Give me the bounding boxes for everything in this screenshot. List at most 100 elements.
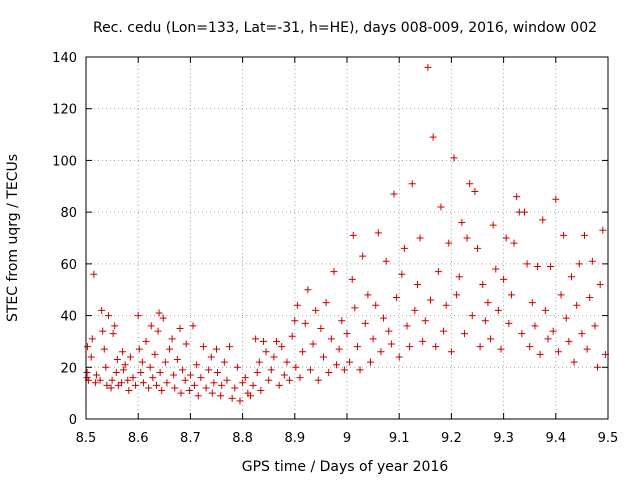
data-point <box>494 306 502 314</box>
data-point <box>299 348 307 356</box>
data-point <box>479 281 487 289</box>
data-point <box>325 368 333 376</box>
data-point <box>231 384 239 392</box>
y-tick-label: 0 <box>69 413 77 428</box>
data-point <box>197 374 205 382</box>
data-point <box>554 348 562 356</box>
data-point <box>145 384 153 392</box>
data-point <box>445 239 453 247</box>
data-point <box>398 270 406 278</box>
data-point <box>90 270 98 278</box>
data-point <box>487 335 495 343</box>
data-point <box>335 345 343 353</box>
data-point <box>528 299 536 307</box>
data-point <box>591 322 599 330</box>
data-point <box>349 231 357 239</box>
data-point <box>361 319 369 327</box>
data-point <box>351 304 359 312</box>
data-point <box>265 376 273 384</box>
data-point <box>108 376 116 384</box>
data-point <box>91 379 99 387</box>
data-point <box>424 63 432 71</box>
data-point <box>255 358 263 366</box>
data-point <box>309 340 317 348</box>
data-point <box>267 366 275 374</box>
data-point <box>432 343 440 351</box>
data-point <box>510 239 518 247</box>
data-point <box>408 180 416 188</box>
data-point <box>292 363 300 371</box>
data-point <box>520 208 528 216</box>
data-point <box>88 335 96 343</box>
data-point <box>338 317 346 325</box>
data-point <box>505 319 513 327</box>
data-point <box>406 343 414 351</box>
data-point <box>246 392 254 400</box>
data-point <box>416 234 424 242</box>
data-point <box>374 229 382 237</box>
data-point <box>447 348 455 356</box>
data-point <box>366 358 374 366</box>
data-point <box>500 275 508 283</box>
data-point <box>257 387 265 395</box>
data-point <box>205 366 213 374</box>
data-point <box>466 180 474 188</box>
data-point <box>380 314 388 322</box>
data-point <box>135 345 143 353</box>
data-point <box>226 343 234 351</box>
data-point <box>253 368 261 376</box>
data-point <box>158 387 166 395</box>
chart-title: Rec. cedu (Lon=133, Lat=-31, h=HE), days… <box>93 20 597 36</box>
data-point <box>463 234 471 242</box>
x-tick-label: 9.4 <box>545 431 566 446</box>
data-point <box>434 268 442 276</box>
data-point <box>385 327 393 335</box>
data-point <box>241 374 249 382</box>
data-point <box>181 376 189 384</box>
data-point <box>249 381 257 389</box>
data-point <box>322 299 330 307</box>
data-point <box>481 317 489 325</box>
x-tick-label: 8.6 <box>128 431 149 446</box>
data-point <box>104 312 112 320</box>
data-point <box>560 231 568 239</box>
data-point <box>92 371 100 379</box>
data-point <box>233 363 241 371</box>
data-point <box>586 293 594 301</box>
y-tick-label: 100 <box>52 154 77 169</box>
data-point <box>121 361 129 369</box>
x-tick-label: 8.5 <box>76 431 97 446</box>
data-point <box>492 265 500 273</box>
data-point <box>173 356 181 364</box>
data-point <box>317 325 325 332</box>
data-point <box>286 376 294 384</box>
data-point <box>182 340 190 348</box>
data-point <box>291 317 299 325</box>
data-point <box>458 218 466 226</box>
data-point <box>139 379 147 387</box>
data-point <box>570 358 578 366</box>
data-point <box>142 337 150 345</box>
data-point <box>223 376 231 384</box>
data-point <box>411 306 419 314</box>
data-point <box>214 368 222 376</box>
data-point <box>390 190 398 198</box>
data-point <box>154 327 162 335</box>
data-point <box>239 379 247 387</box>
data-point <box>134 312 142 320</box>
data-point <box>400 244 408 252</box>
data-point <box>304 286 312 294</box>
data-point <box>185 387 193 395</box>
data-point <box>440 327 448 335</box>
data-point <box>474 244 481 252</box>
data-point <box>99 327 107 335</box>
data-point <box>109 330 117 338</box>
data-point <box>562 314 570 322</box>
data-point <box>138 358 146 366</box>
data-point <box>429 133 437 141</box>
data-point <box>159 314 167 322</box>
data-point <box>534 262 542 270</box>
axes: 8.5 8.6 8.7 8.8 8.9 9 9.1 9.2 9.3 9.4 9.5 0 20 40 60 80… <box>52 51 618 446</box>
data-point <box>497 345 505 353</box>
x-axis-title: GPS time / Days of year 2016 <box>242 459 449 475</box>
